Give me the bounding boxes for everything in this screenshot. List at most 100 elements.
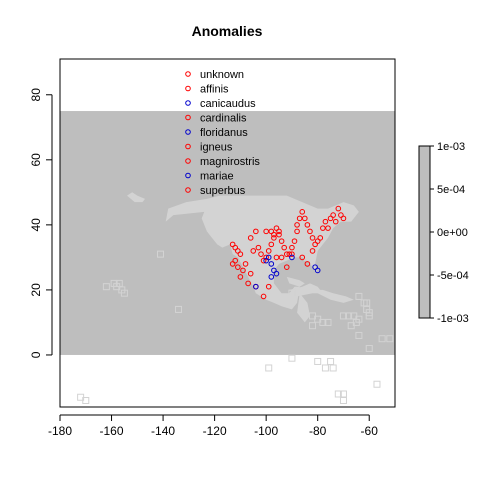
legend-entry: igneus (185, 142, 233, 154)
data-point (278, 238, 285, 244)
data-point (263, 228, 269, 235)
legend-label: affinis (200, 84, 229, 96)
legend-marker (185, 187, 191, 193)
x-tick-label: -140 (151, 424, 175, 438)
data-point (229, 261, 236, 267)
land-marker (110, 279, 118, 287)
data-point (240, 267, 246, 274)
land-marker (275, 214, 283, 222)
land-marker (386, 335, 394, 343)
data-point (330, 212, 336, 218)
x-tick-label: -160 (100, 424, 124, 438)
data-point (265, 283, 272, 290)
legend-entry: canicaudus (185, 98, 256, 110)
data-point (263, 254, 269, 261)
land-marker (334, 390, 342, 398)
data-point (317, 235, 324, 241)
data-point (271, 235, 277, 241)
land-shape (312, 289, 354, 303)
data-point (281, 244, 287, 251)
legend-label: igneus (200, 142, 233, 154)
plot-layer (59, 58, 396, 408)
land-marker (314, 357, 322, 365)
legend-marker (185, 100, 191, 106)
data-point (263, 257, 269, 264)
data-point (260, 293, 267, 300)
x-tick-label: -80 (309, 424, 327, 438)
data-point (271, 231, 277, 238)
legend-entry: magnirostris (185, 156, 260, 168)
data-point (268, 261, 275, 267)
land-marker (324, 318, 332, 326)
land-marker (288, 289, 296, 297)
land-marker (236, 214, 244, 222)
y-tick-label: 0 (29, 351, 43, 358)
legend-label: cardinalis (200, 113, 247, 125)
axis-layer: -180 -160 -140 -120 -100 -80 -60 0 20 40 60 80 (29, 88, 378, 438)
land-marker (339, 312, 347, 320)
data-point (253, 228, 259, 235)
land-marker (350, 312, 358, 320)
legend-marker (185, 114, 191, 121)
chart-title: Anomalies (192, 23, 263, 39)
legend-label: magnirostris (200, 156, 260, 168)
data-point (237, 251, 244, 257)
data-point (253, 283, 259, 290)
land-shape (286, 276, 305, 287)
data-point (276, 231, 282, 238)
data-point (309, 235, 316, 241)
data-point (299, 209, 306, 215)
colorbar-tick-label: -1e-03 (437, 313, 469, 325)
land-shape (127, 192, 145, 203)
data-point (265, 248, 272, 254)
data-point (304, 261, 311, 267)
land-marker (345, 312, 353, 320)
legend-entry: floridanus (185, 127, 248, 139)
data-point (247, 235, 254, 241)
data-point (237, 274, 244, 280)
data-point (299, 254, 306, 261)
land-marker (82, 396, 90, 404)
data-point (242, 261, 249, 267)
legend-label: superbus (200, 185, 246, 197)
legend-label: floridanus (200, 127, 248, 139)
legend-entry: mariae (185, 171, 234, 183)
legend-entry: cardinalis (185, 113, 247, 125)
land-marker (321, 364, 329, 372)
data-point (268, 241, 275, 248)
data-point (340, 215, 347, 222)
land-marker (309, 322, 317, 330)
colorbar-tick-label: 5e-04 (437, 184, 465, 196)
y-tick-label: 60 (29, 153, 43, 167)
data-point (273, 270, 280, 277)
data-point (247, 270, 254, 277)
x-tick-label: -180 (48, 424, 72, 438)
data-point (289, 251, 295, 257)
land-marker (365, 344, 373, 352)
data-point (325, 225, 331, 231)
data-point (235, 264, 241, 270)
x-tick-label: -100 (254, 424, 278, 438)
data-point (276, 228, 282, 235)
data-points (229, 205, 347, 300)
land-marker (115, 279, 123, 287)
data-point (322, 218, 329, 225)
data-point (283, 264, 290, 270)
data-point (289, 254, 295, 261)
data-point (258, 251, 264, 257)
x-tick-label: -120 (203, 424, 227, 438)
land-marker (329, 364, 337, 372)
data-point (268, 274, 275, 280)
land-marker (247, 208, 255, 216)
land-marker (339, 396, 347, 404)
land-marker (373, 380, 381, 388)
legend-marker (185, 172, 191, 179)
land-marker (120, 289, 128, 297)
land-marker (288, 354, 296, 362)
data-point (273, 254, 280, 261)
land-shape (297, 293, 310, 323)
colorbar-tick-label: 1e-03 (437, 141, 465, 153)
data-point (245, 280, 251, 287)
